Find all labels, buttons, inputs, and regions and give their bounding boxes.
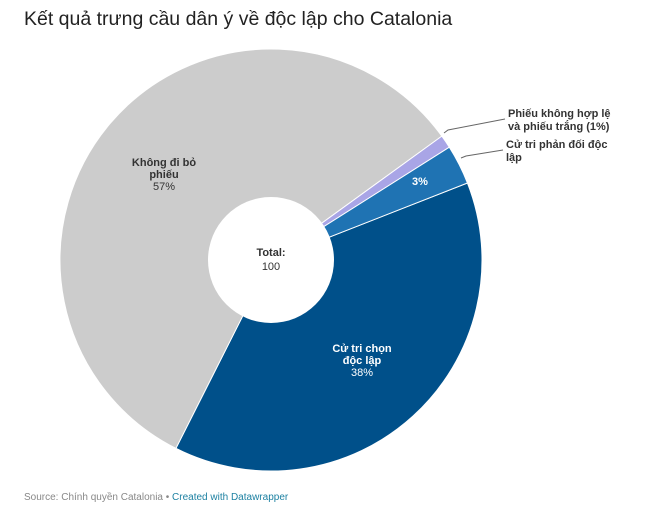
slice-label-yes: Cử tri chọn [332, 343, 392, 355]
total-label: Total: [256, 247, 285, 259]
chart-title: Kết quả trưng cầu dân ý về độc lập cho C… [24, 8, 453, 30]
invalid-label-line1: Phiếu không hợp lệ [508, 108, 611, 120]
slice-value-not-voting: 57% [153, 181, 175, 193]
datawrapper-link[interactable]: Created with Datawrapper [172, 492, 289, 503]
donut-hole [208, 197, 334, 323]
against-label-line2: lập [506, 152, 522, 164]
external-label-against: Cử tri phản đối độc lập [506, 139, 607, 165]
total-value: 100 [262, 261, 280, 273]
external-label-invalid: Phiếu không hợp lệ và phiếu trắng (1%) [508, 108, 611, 134]
donut-slice [175, 182, 483, 472]
source-text: Source: Chính quyền Catalonia [24, 492, 163, 503]
slice-value-against: 3% [412, 176, 428, 188]
leader-line-against [460, 149, 504, 159]
slice-label-yes-2: độc lập [343, 355, 382, 367]
slice-label-not-voting-2: phiếu [149, 169, 178, 181]
slice-label-not-voting: Không đi bỏ [132, 157, 196, 169]
footer-separator: • [162, 492, 173, 503]
against-label-line1: Cử tri phản đối độc [506, 139, 608, 151]
slice-value-yes: 38% [351, 367, 373, 379]
invalid-label-line2: và phiếu trắng (1%) [508, 121, 610, 133]
leader-line-invalid [443, 118, 506, 134]
footer: Source: Chính quyền Catalonia • Created … [24, 492, 288, 503]
